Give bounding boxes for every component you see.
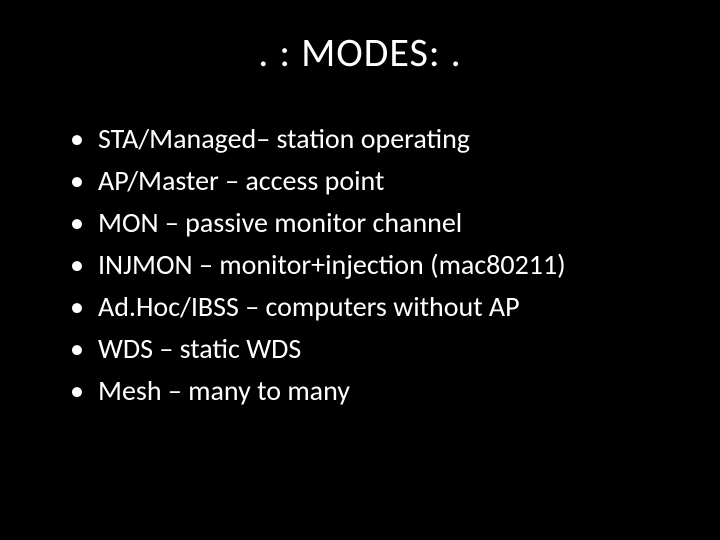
list-item: WDS – static WDS [98, 328, 566, 370]
list-item: Mesh – many to many [98, 370, 566, 412]
list-item: AP/Master – access point [98, 160, 566, 202]
list-item: INJMON – monitor+injection (mac80211) [98, 244, 566, 286]
slide: . : MODES: . STA/Managed– station operat… [0, 0, 720, 540]
bullet-list: STA/Managed– station operating AP/Master… [70, 118, 566, 412]
slide-title: . : MODES: . [0, 28, 720, 77]
list-item: MON – passive monitor channel [98, 202, 566, 244]
list-item: STA/Managed– station operating [98, 118, 566, 160]
list-item: Ad.Hoc/IBSS – computers without AP [98, 286, 566, 328]
